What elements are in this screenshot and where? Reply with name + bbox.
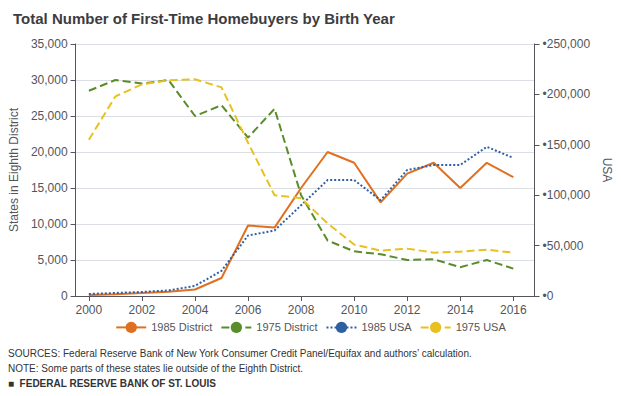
svg-text:0: 0 bbox=[61, 289, 68, 303]
svg-text:Total Number of First-Time Hom: Total Number of First-Time Homebuyers by… bbox=[13, 10, 395, 27]
svg-text:•50,000: •50,000 bbox=[543, 239, 584, 253]
svg-text:•0: •0 bbox=[543, 289, 554, 303]
svg-text:15,000: 15,000 bbox=[31, 181, 68, 195]
svg-text:2002: 2002 bbox=[129, 303, 156, 317]
svg-text:2010: 2010 bbox=[341, 303, 368, 317]
svg-text:2016: 2016 bbox=[500, 303, 527, 317]
svg-text:2004: 2004 bbox=[182, 303, 209, 317]
svg-text:1985 District: 1985 District bbox=[151, 321, 212, 333]
svg-text:5,000: 5,000 bbox=[38, 253, 68, 267]
svg-text:•150,000: •150,000 bbox=[543, 138, 591, 152]
svg-text:•200,000: •200,000 bbox=[543, 87, 591, 101]
svg-text:NOTE: Some parts of these stat: NOTE: Some parts of these states lie out… bbox=[8, 363, 303, 374]
svg-text:•250,000: •250,000 bbox=[543, 37, 591, 51]
svg-text:SOURCES: Federal Reserve Bank: SOURCES: Federal Reserve Bank of New Yor… bbox=[8, 348, 472, 359]
svg-text:2012: 2012 bbox=[394, 303, 421, 317]
svg-text:2006: 2006 bbox=[235, 303, 262, 317]
svg-text:1975 District: 1975 District bbox=[256, 321, 317, 333]
svg-text:USA: USA bbox=[600, 158, 614, 183]
svg-text:States in Eighth District: States in Eighth District bbox=[7, 107, 21, 232]
svg-text:1975 USA: 1975 USA bbox=[456, 321, 507, 333]
svg-text:30,000: 30,000 bbox=[31, 73, 68, 87]
svg-text:20,000: 20,000 bbox=[31, 145, 68, 159]
svg-text:•100,000: •100,000 bbox=[543, 188, 591, 202]
svg-text:1985 USA: 1985 USA bbox=[361, 321, 412, 333]
svg-text:25,000: 25,000 bbox=[31, 109, 68, 123]
svg-text:2014: 2014 bbox=[447, 303, 474, 317]
svg-text:10,000: 10,000 bbox=[31, 217, 68, 231]
svg-text:2000: 2000 bbox=[76, 303, 103, 317]
svg-text:2008: 2008 bbox=[288, 303, 315, 317]
svg-text:35,000: 35,000 bbox=[31, 37, 68, 51]
svg-text:■ FEDERAL RESERVE BANK OF ST.: ■ FEDERAL RESERVE BANK OF ST. LOUIS bbox=[8, 378, 216, 389]
